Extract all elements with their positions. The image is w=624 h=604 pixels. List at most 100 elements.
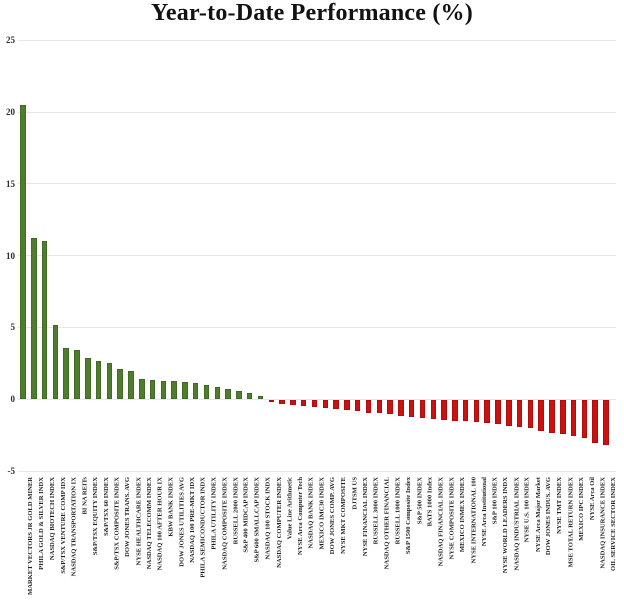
- bar: [41, 241, 48, 400]
- bar: [300, 399, 307, 407]
- bar: [192, 382, 199, 400]
- bar: [182, 381, 188, 400]
- bar: [365, 399, 372, 413]
- bar: [149, 379, 156, 400]
- x-axis-label: NASDAQ 100 STOCK INDX: [264, 477, 272, 560]
- bar: [74, 349, 80, 400]
- bar: [139, 379, 145, 400]
- x-axis-label: RUSSELL 3000 INDEX: [372, 477, 380, 545]
- x-axis-label: MEXICO INMEX INDEX: [459, 477, 467, 553]
- bar: [311, 399, 318, 407]
- x-axis-label: NYSE WORLD LEADERS INDX: [502, 477, 510, 574]
- gridline: [18, 470, 616, 472]
- x-axis-label: S&P 1500 Composite Index: [405, 477, 413, 555]
- bar: [408, 399, 415, 417]
- x-axis-label: NYSE Arca Major Market: [534, 477, 542, 553]
- bar: [268, 399, 275, 402]
- bar: [257, 395, 264, 400]
- x-axis-label: NYSE Arca Computer Tech: [297, 477, 305, 555]
- x-axis-label: DOW JONES COMP. AVG: [329, 477, 337, 555]
- x-axis-label: NASDAQ BIOTECH INDEX: [48, 477, 56, 561]
- x-axis-label: MSE TOTAL RETURN INDEX: [567, 477, 575, 568]
- y-tick-label: 15: [6, 178, 15, 189]
- x-axis-label: NYSE COMPOSITE INDEX: [448, 477, 456, 560]
- y-tick-label: 20: [6, 107, 15, 117]
- bar: [171, 381, 177, 400]
- x-axis-label: NASDAQ 100 AFTER HOUR IX: [156, 477, 164, 571]
- bar: [495, 399, 501, 425]
- bar: [214, 386, 221, 400]
- x-axis-label: NASDAQ BANK INDEX: [307, 477, 315, 549]
- x-axis-label: PHILA UTILITY INDEX: [210, 477, 218, 550]
- chart-title: Year-to-Date Performance (%): [151, 0, 473, 26]
- gridline: [18, 326, 616, 328]
- y-tick-label: 25: [6, 35, 15, 46]
- bar: [354, 399, 361, 412]
- bar: [452, 399, 458, 421]
- bar: [462, 399, 469, 422]
- x-axis-label: NASDAQ TRANSPORTATION IX: [70, 477, 78, 577]
- bar: [31, 238, 37, 400]
- x-axis-label: NASDAQ TELECOMM INDEX: [145, 477, 153, 570]
- x-axis-label: S&P 400 MIDCAP INDEX: [243, 477, 251, 553]
- bar: [441, 399, 447, 420]
- x-axis-label: S&P 100 INDEX: [491, 477, 499, 525]
- bar: [128, 371, 134, 400]
- gridline: [18, 183, 616, 185]
- bar: [203, 384, 210, 400]
- y-tick-label: -5: [7, 466, 16, 476]
- bar: [290, 399, 296, 406]
- gridline: [18, 255, 616, 257]
- x-axis-label: OIL SERVICE SECTOR INDEX: [610, 477, 618, 572]
- bar: [387, 399, 393, 415]
- x-axis-label: MEXICO IPC INDEX: [577, 477, 585, 541]
- gridline: [18, 111, 616, 113]
- bar: [560, 399, 566, 435]
- bar: [63, 347, 69, 400]
- x-axis-label: DOW JONES TRANS. AVG: [124, 477, 132, 557]
- bar: [160, 380, 167, 400]
- x-axis-label: Value Line Arithmetic: [286, 477, 294, 540]
- bar: [106, 362, 113, 400]
- x-axis-label: NASDAQ INSURANCE INDEX: [599, 477, 607, 569]
- bar: [484, 399, 490, 423]
- gridline: [18, 398, 616, 400]
- x-axis-label: S&P/TSX COMPOSITE INDEX: [113, 477, 121, 570]
- x-axis-label: MEXICO IMC30 INDEX: [318, 477, 326, 550]
- bar: [20, 104, 26, 400]
- x-axis-label: NASDAQ INDUSTRIAL INDEX: [513, 477, 521, 571]
- x-axis-label: KBW BANK INDEX: [167, 477, 175, 537]
- x-axis-label: NYSE Arca Oil: [588, 477, 596, 521]
- bar: [549, 399, 555, 433]
- bar: [85, 357, 91, 400]
- bar: [592, 399, 598, 443]
- x-axis-label: BI NA REITs: [81, 477, 89, 515]
- bar: [333, 399, 339, 410]
- x-axis-label: DOW JONES INDUS. AVG: [545, 477, 553, 556]
- x-axis-label: NYSE INTERNATIONAL 100: [469, 477, 477, 564]
- bar: [506, 399, 512, 426]
- x-axis-label: NYSE TMT INDEX: [556, 477, 564, 534]
- x-axis-label: NYSE HEALTHCARE INDEX: [135, 477, 143, 566]
- bar: [473, 399, 480, 422]
- x-axis-label: DJTSM US: [351, 477, 359, 510]
- x-axis-label: PHILA GOLD & SILVER INDX: [38, 477, 45, 570]
- x-axis-label: NASDAQ COMPOSITE INDEX: [221, 477, 229, 570]
- bar: [430, 399, 436, 420]
- x-axis-label: DOW JONES UTILITIES AVG: [178, 477, 186, 567]
- x-axis-label: NYSE U.S. 100 INDEX: [523, 477, 531, 543]
- y-tick-label: 10: [6, 250, 15, 261]
- x-axis-label: MARKET VECTORS JR GOLD MINER: [27, 477, 35, 595]
- bar: [236, 391, 242, 400]
- x-axis-label: PHILA SEMICONDUCTOR INDX: [199, 477, 207, 578]
- gridline: [18, 39, 616, 41]
- bar: [225, 389, 231, 400]
- x-axis-label: RUSSELL 1000 INDEX: [394, 477, 402, 545]
- bar: [117, 369, 123, 400]
- x-axis-label: NASDAQ FINANCIAL INDEX: [437, 477, 445, 567]
- x-axis-label: S&P 600 SMALLCAP INDEX: [253, 477, 261, 563]
- bar: [527, 399, 534, 429]
- x-axis-label: S&P/TSX EQUITY INDEX: [91, 477, 99, 556]
- x-axis-label: S&P/TSX 60 INDEX: [102, 477, 110, 536]
